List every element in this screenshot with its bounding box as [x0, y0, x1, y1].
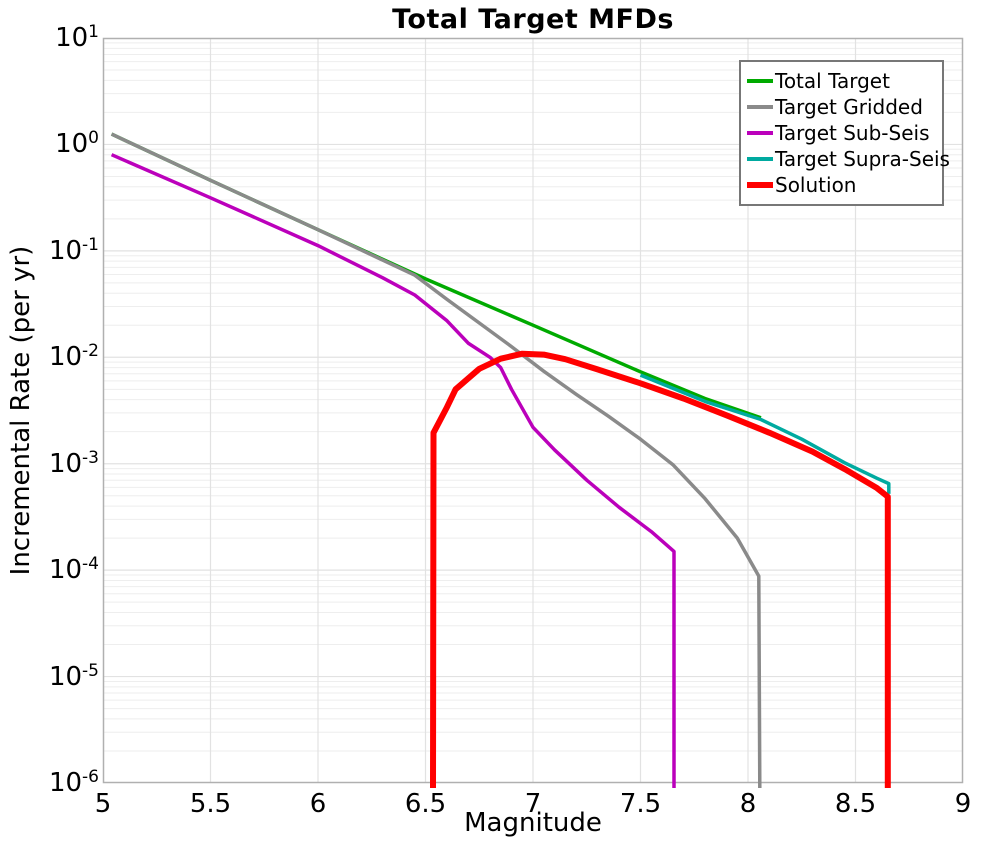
- x-tick-label: 8.5: [834, 789, 877, 819]
- series-line-target-gridded: [110, 132, 762, 789]
- legend-line-swatch-icon: [747, 105, 773, 109]
- legend-item-solution: Solution: [747, 172, 936, 198]
- legend-line-swatch-icon: [747, 182, 773, 188]
- y-tick-label: 10-3: [48, 447, 99, 479]
- legend-item-label: Solution: [775, 173, 857, 197]
- series-line-target-sub-seis: [110, 153, 676, 788]
- x-axis-label: Magnitude: [464, 808, 602, 838]
- legend-item-target-gridded: Target Gridded: [747, 94, 936, 120]
- legend-item-label: Target Gridded: [775, 95, 923, 119]
- y-tick-label: 101: [55, 22, 99, 53]
- legend-line-swatch-icon: [747, 157, 773, 161]
- y-tick-label: 10-5: [48, 660, 99, 692]
- x-tick-label: 7: [524, 789, 542, 819]
- y-tick-label: 10-2: [48, 341, 99, 373]
- x-tick-label: 6.5: [404, 789, 447, 819]
- plot-canvas: [102, 37, 964, 789]
- legend-line-swatch-icon: [747, 131, 773, 135]
- legend: Total Target Target Gridded Target Sub-Sei…: [739, 60, 950, 206]
- legend-item-label: Target Supra-Seis: [775, 147, 950, 171]
- y-tick-label: 10-1: [48, 234, 99, 266]
- legend-item-target-supra-seis: Target Supra-Seis: [747, 146, 950, 172]
- x-tick-label: 5.5: [189, 789, 232, 819]
- x-tick-label: 6: [309, 789, 327, 819]
- y-tick-label: 100: [55, 128, 99, 160]
- chart-title: Total Target MFDs: [392, 4, 674, 35]
- x-tick-label: 8: [739, 789, 757, 819]
- x-tick-label: 7.5: [619, 789, 662, 819]
- series-line-solution: [430, 350, 891, 789]
- y-tick-label: 10-6: [48, 767, 99, 798]
- legend-item-total-target: Total Target: [747, 68, 936, 94]
- plot-frame: [102, 37, 964, 784]
- y-axis-label: Incremental Rate (per yr): [6, 245, 36, 576]
- legend-item-target-sub-seis: Target Sub-Seis: [747, 120, 936, 146]
- series-line-target-supra-seis: [639, 373, 891, 494]
- y-tick-label: 10-4: [48, 554, 99, 586]
- legend-line-swatch-icon: [747, 79, 773, 83]
- x-tick-label: 9: [954, 789, 972, 819]
- legend-item-label: Target Sub-Seis: [775, 121, 930, 145]
- legend-item-label: Total Target: [775, 69, 890, 93]
- x-tick-label: 5: [94, 789, 112, 819]
